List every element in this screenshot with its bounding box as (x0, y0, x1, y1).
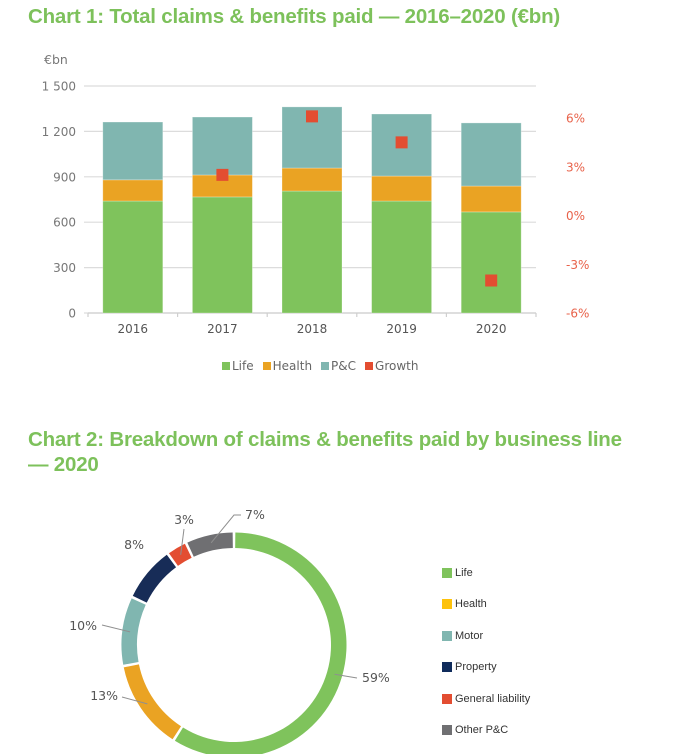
chart1-title: Chart 1: Total claims & benefits paid — … (28, 5, 561, 28)
y2-tick-label: -6% (566, 307, 589, 321)
slice-label: 59% (362, 670, 390, 685)
bar-segment-health (371, 175, 433, 202)
y-tick-label: 1 200 (42, 125, 76, 139)
legend-item-general-liability: General liability (442, 683, 530, 715)
legend-item-pc: P&C (321, 359, 356, 373)
slice-general-liability (168, 543, 192, 566)
y-tick-label: 600 (53, 216, 76, 230)
legend-label: Life (455, 566, 473, 579)
legend-swatch (442, 725, 452, 736)
y-axis-label: €bn (44, 52, 68, 67)
slice-motor (121, 598, 146, 665)
legend-swatch (442, 662, 452, 673)
legend-swatch (442, 693, 452, 704)
y2-tick-label: 3% (566, 160, 585, 174)
slice-label: 3% (174, 512, 194, 527)
bar-segment-pc (102, 121, 164, 181)
legend-item-property: Property (442, 652, 530, 684)
y2-tick-label: -3% (566, 258, 589, 272)
legend-label: Growth (375, 359, 419, 373)
bar-segment-health (102, 179, 164, 202)
growth-marker (485, 274, 498, 287)
legend-swatch (262, 362, 271, 370)
legend-label: P&C (331, 359, 357, 373)
chart1-plot: 0 300 600 900 1 200 1 500 -6% -3% 0% 3% 6% 2016 20… (42, 52, 590, 336)
legend-item-life: Life (222, 359, 254, 373)
x-tick-label: 2020 (476, 322, 507, 336)
slice-health (123, 664, 182, 740)
bar-segment-life (191, 196, 253, 314)
y2-tick-label: 6% (566, 112, 585, 126)
slice-label: 7% (245, 507, 265, 522)
chart1-legend: Life Health P&C Growth (222, 359, 418, 373)
bar-segment-life (371, 200, 433, 314)
bar-segment-life (102, 200, 164, 314)
legend-label: General liability (455, 692, 531, 705)
y-tick-label: 0 (68, 307, 76, 321)
slice-life (174, 532, 347, 754)
x-tick-label: 2016 (118, 322, 149, 336)
bar-segment-life (281, 190, 343, 314)
legend-label: Health (272, 359, 313, 373)
bar-segment-health (281, 167, 343, 192)
slice-property (132, 554, 177, 603)
legend-swatch (222, 362, 230, 370)
legend-label: Health (455, 598, 487, 611)
leader-line (101, 624, 131, 633)
legend-item-health: Health (262, 359, 313, 373)
legend-swatch (321, 362, 330, 370)
leader-line (334, 673, 358, 679)
chart2-legend: Life Health Motor Property General liabi… (442, 557, 530, 746)
legend-swatch (442, 599, 452, 610)
legend-item-growth: Growth (365, 359, 418, 373)
y-tick-label: 1 500 (42, 80, 76, 94)
legend-label: Motor (455, 629, 484, 642)
leader-line (121, 696, 148, 705)
chart2-title: Chart 2: Breakdown of claims & benefits … (28, 428, 622, 476)
bar-segment-pc (191, 116, 253, 176)
chart2-donut: 59% 13% 10% 8% 3% 7% (69, 507, 390, 754)
bar-segment-health (460, 185, 522, 213)
legend-label: Life (232, 359, 254, 373)
legend-label: Other P&C (455, 724, 509, 737)
legend-swatch (442, 567, 452, 578)
legend-swatch (442, 630, 452, 641)
slice-label: 8% (124, 537, 144, 552)
legend-label: Property (455, 661, 497, 674)
y-tick-label: 900 (53, 170, 76, 184)
legend-item-health: Health (442, 589, 530, 621)
slice-label: 13% (90, 688, 118, 703)
slice-label: 10% (69, 618, 97, 633)
bar-segment-life (460, 211, 522, 314)
x-tick-label: 2018 (297, 322, 328, 336)
legend-item-life: Life (442, 557, 530, 589)
legend-swatch (365, 362, 374, 370)
slice-other-pc (187, 532, 233, 557)
bar-segment-pc (460, 122, 522, 187)
legend-item-other-pc: Other P&C (442, 715, 530, 747)
leader-line (210, 514, 241, 544)
growth-marker (395, 136, 408, 149)
y-tick-label: 300 (53, 261, 76, 275)
x-tick-label: 2017 (207, 322, 238, 336)
leader-line (180, 528, 185, 555)
y2-tick-label: 0% (566, 209, 585, 223)
growth-marker (216, 168, 229, 181)
growth-marker (306, 110, 318, 123)
x-tick-label: 2019 (386, 322, 417, 336)
legend-item-motor: Motor (442, 620, 530, 652)
